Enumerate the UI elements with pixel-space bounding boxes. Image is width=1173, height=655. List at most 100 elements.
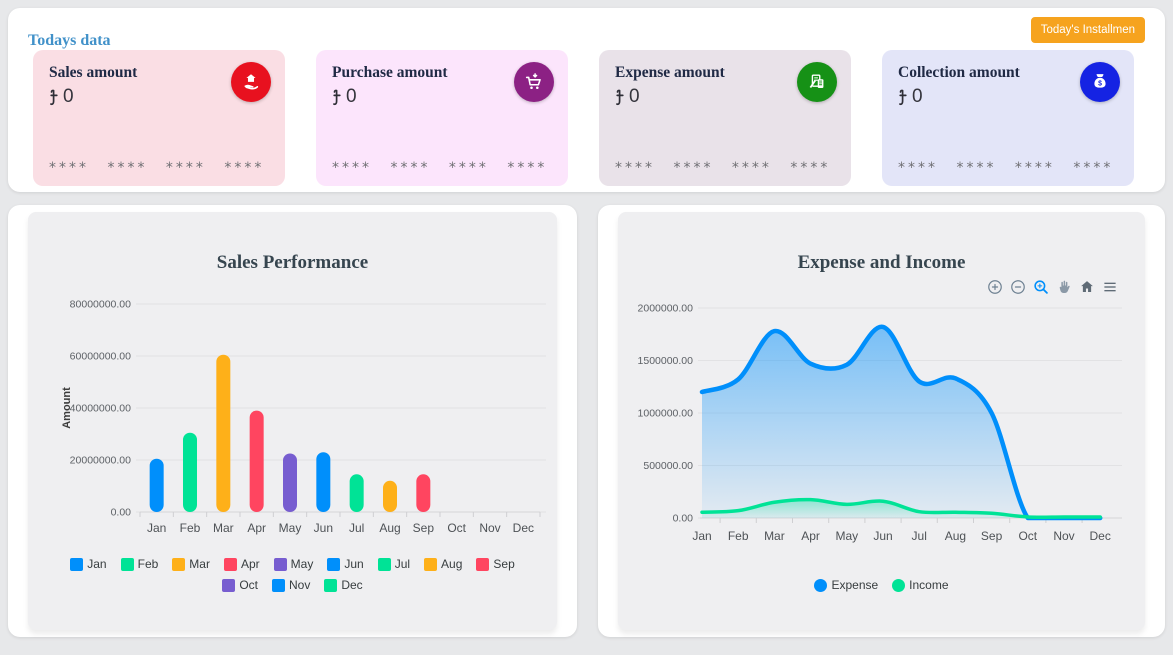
svg-text:1000000.00: 1000000.00: [638, 408, 694, 420]
legend-label: Oct: [239, 578, 258, 592]
svg-text:Apr: Apr: [801, 529, 820, 543]
selection-zoom-icon[interactable]: [1032, 278, 1050, 296]
svg-text:0.00: 0.00: [673, 513, 694, 525]
legend-item-dec[interactable]: Dec: [324, 578, 363, 592]
money-bag-icon: $: [1080, 62, 1120, 102]
bar-may[interactable]: [283, 453, 297, 513]
legend-item-jun[interactable]: Jun: [327, 557, 364, 571]
bar-feb[interactable]: [183, 432, 197, 512]
svg-text:2000000.00: 2000000.00: [638, 303, 694, 315]
expense-income-area-chart[interactable]: 0.00 500000.00 1000000.00 1500000.00 2000000…: [622, 278, 1143, 558]
purchase-amount-card: Purchase amount 0 **** **** **** ****: [316, 50, 568, 186]
taka-currency-icon: [615, 88, 627, 107]
bar-aug[interactable]: [383, 480, 397, 512]
legend-item-jan[interactable]: Jan: [70, 557, 107, 571]
todays-data-panel: Todays data Today's Installmen Sales amo…: [8, 8, 1165, 192]
svg-text:May: May: [835, 529, 858, 543]
svg-text:$: $: [1098, 80, 1102, 87]
card-title: Expense amount: [615, 64, 725, 81]
card-amount: 0: [49, 86, 269, 108]
svg-text:20000000.00: 20000000.00: [70, 455, 131, 467]
card-title: Purchase amount: [332, 64, 448, 81]
sales-amount-card: Sales amount 0 **** **** **** ****: [33, 50, 285, 186]
legend-marker: [70, 557, 84, 571]
legend-marker: [273, 557, 287, 571]
svg-text:Aug: Aug: [945, 529, 966, 543]
legend-marker: [814, 578, 828, 592]
sales-chart-legend: Jan Feb Mar Apr May Jun Jul Aug Sep Oct Nov Dec: [28, 557, 557, 592]
legend-item-feb[interactable]: Feb: [120, 557, 158, 571]
amount-value: 0: [346, 86, 357, 107]
svg-text:Feb: Feb: [180, 521, 201, 535]
todays-installment-button[interactable]: Today's Installmen: [1030, 17, 1145, 43]
taka-currency-icon: [332, 88, 344, 107]
expense-income-chart-area: Expense and Income: [618, 212, 1145, 630]
svg-text:Mar: Mar: [764, 529, 785, 543]
sales-chart-title: Sales Performance: [216, 252, 369, 273]
taka-currency-icon: [898, 88, 910, 107]
svg-text:Oct: Oct: [447, 521, 466, 535]
legend-label: May: [290, 557, 314, 571]
svg-text:Jan: Jan: [147, 521, 166, 535]
sales-performance-chart-area: Sales Performance 0.00 20000000.00 4000000…: [28, 212, 557, 630]
legend-marker: [271, 578, 285, 592]
bar-sep[interactable]: [416, 474, 431, 512]
sales-bar-chart[interactable]: 0.00 20000000.00 40000000.00 60000000.00 800…: [32, 282, 553, 540]
bar-jun[interactable]: [316, 452, 331, 512]
cart-icon: [514, 62, 554, 102]
menu-icon[interactable]: [1101, 278, 1119, 296]
legend-marker: [476, 557, 490, 571]
card-amount: 0: [898, 86, 1118, 108]
legend-label: Income: [909, 578, 949, 592]
svg-text:60000000.00: 60000000.00: [70, 351, 131, 363]
svg-text:80000000.00: 80000000.00: [70, 299, 131, 311]
svg-text:Jul: Jul: [349, 521, 364, 535]
hand-house-icon: [231, 62, 271, 102]
legend-item-may[interactable]: May: [273, 557, 314, 571]
zoom-out-icon[interactable]: [1009, 278, 1027, 296]
pan-icon[interactable]: [1055, 278, 1073, 296]
income-line[interactable]: [700, 497, 1102, 519]
masked-digits: **** **** **** ****: [49, 160, 265, 176]
card-title: Collection amount: [898, 64, 1020, 81]
legend-label: Jun: [344, 557, 364, 571]
legend-marker: [223, 557, 237, 571]
bar-jan[interactable]: [149, 458, 164, 512]
bar-jul[interactable]: [349, 474, 364, 512]
legend-item-income[interactable]: Income: [892, 578, 949, 592]
y-axis-label: Amount: [61, 387, 73, 429]
legend-label: Jan: [87, 557, 107, 571]
expense-income-panel: Expense and Income: [598, 205, 1165, 637]
amount-value: 0: [912, 86, 923, 107]
expense-income-legend: Expense Income: [618, 578, 1145, 592]
svg-text:Jul: Jul: [912, 529, 927, 543]
legend-item-apr[interactable]: Apr: [223, 557, 260, 571]
legend-marker: [222, 578, 236, 592]
bar-apr[interactable]: [249, 410, 264, 512]
svg-text:500000.00: 500000.00: [643, 460, 693, 472]
bar-mar[interactable]: [216, 354, 231, 512]
svg-text:Jun: Jun: [873, 529, 892, 543]
home-icon[interactable]: [1078, 278, 1096, 296]
svg-text:Sep: Sep: [413, 521, 435, 535]
card-title: Sales amount: [49, 64, 138, 81]
legend-marker: [324, 578, 338, 592]
legend-item-sep[interactable]: Sep: [476, 557, 515, 571]
legend-item-jul[interactable]: Jul: [377, 557, 410, 571]
legend-item-mar[interactable]: Mar: [172, 557, 210, 571]
legend-item-nov[interactable]: Nov: [271, 578, 310, 592]
sales-performance-panel: Sales Performance 0.00 20000000.00 4000000…: [8, 205, 577, 637]
svg-text:Aug: Aug: [379, 521, 400, 535]
svg-text:0.00: 0.00: [111, 507, 132, 519]
zoom-in-icon[interactable]: [986, 278, 1004, 296]
legend-item-expense[interactable]: Expense: [814, 578, 878, 592]
legend-item-oct[interactable]: Oct: [222, 578, 258, 592]
card-amount: 0: [332, 86, 552, 108]
legend-label: Sep: [493, 557, 515, 571]
legend-item-aug[interactable]: Aug: [424, 557, 462, 571]
taka-currency-icon: [49, 88, 61, 107]
legend-marker: [327, 557, 341, 571]
legend-marker: [892, 578, 906, 592]
masked-digits: **** **** **** ****: [332, 160, 548, 176]
amount-value: 0: [629, 86, 640, 107]
